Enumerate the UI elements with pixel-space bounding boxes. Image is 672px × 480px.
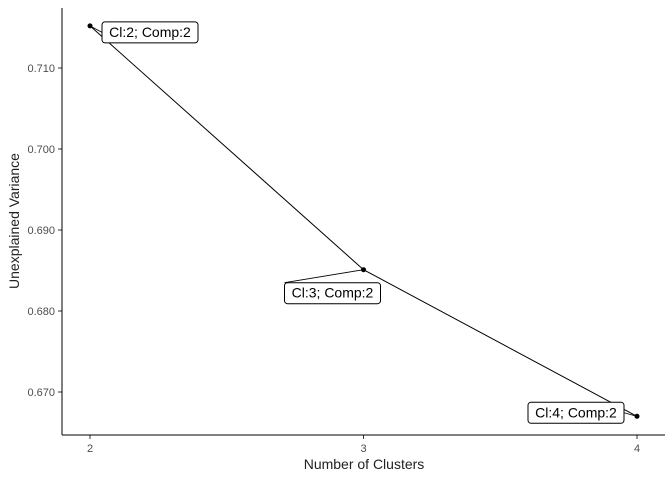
point-label: Cl:3; Comp:2 bbox=[292, 285, 374, 301]
point-label: Cl:4; Comp:2 bbox=[535, 404, 617, 420]
data-point bbox=[87, 23, 93, 29]
y-tick-label: 0.710 bbox=[27, 63, 55, 75]
y-tick-label: 0.700 bbox=[27, 144, 55, 156]
x-axis-title: Number of Clusters bbox=[304, 456, 425, 472]
point-label: Cl:2; Comp:2 bbox=[109, 24, 191, 40]
label-leader-line bbox=[284, 269, 364, 284]
y-tick-label: 0.690 bbox=[27, 225, 55, 237]
y-axis-title: Unexplained Variance bbox=[6, 153, 22, 289]
x-tick-label: 4 bbox=[634, 443, 640, 455]
data-point bbox=[634, 413, 640, 419]
point-label-box bbox=[101, 21, 199, 44]
series-line bbox=[89, 25, 638, 417]
x-tick-label: 2 bbox=[87, 443, 93, 455]
data-point bbox=[361, 267, 366, 273]
point-label-box bbox=[284, 282, 381, 305]
y-tick-label: 0.680 bbox=[27, 306, 55, 318]
x-tick-label: 3 bbox=[360, 443, 366, 455]
y-tick-label: 0.670 bbox=[27, 387, 55, 399]
point-label-box bbox=[527, 401, 625, 424]
